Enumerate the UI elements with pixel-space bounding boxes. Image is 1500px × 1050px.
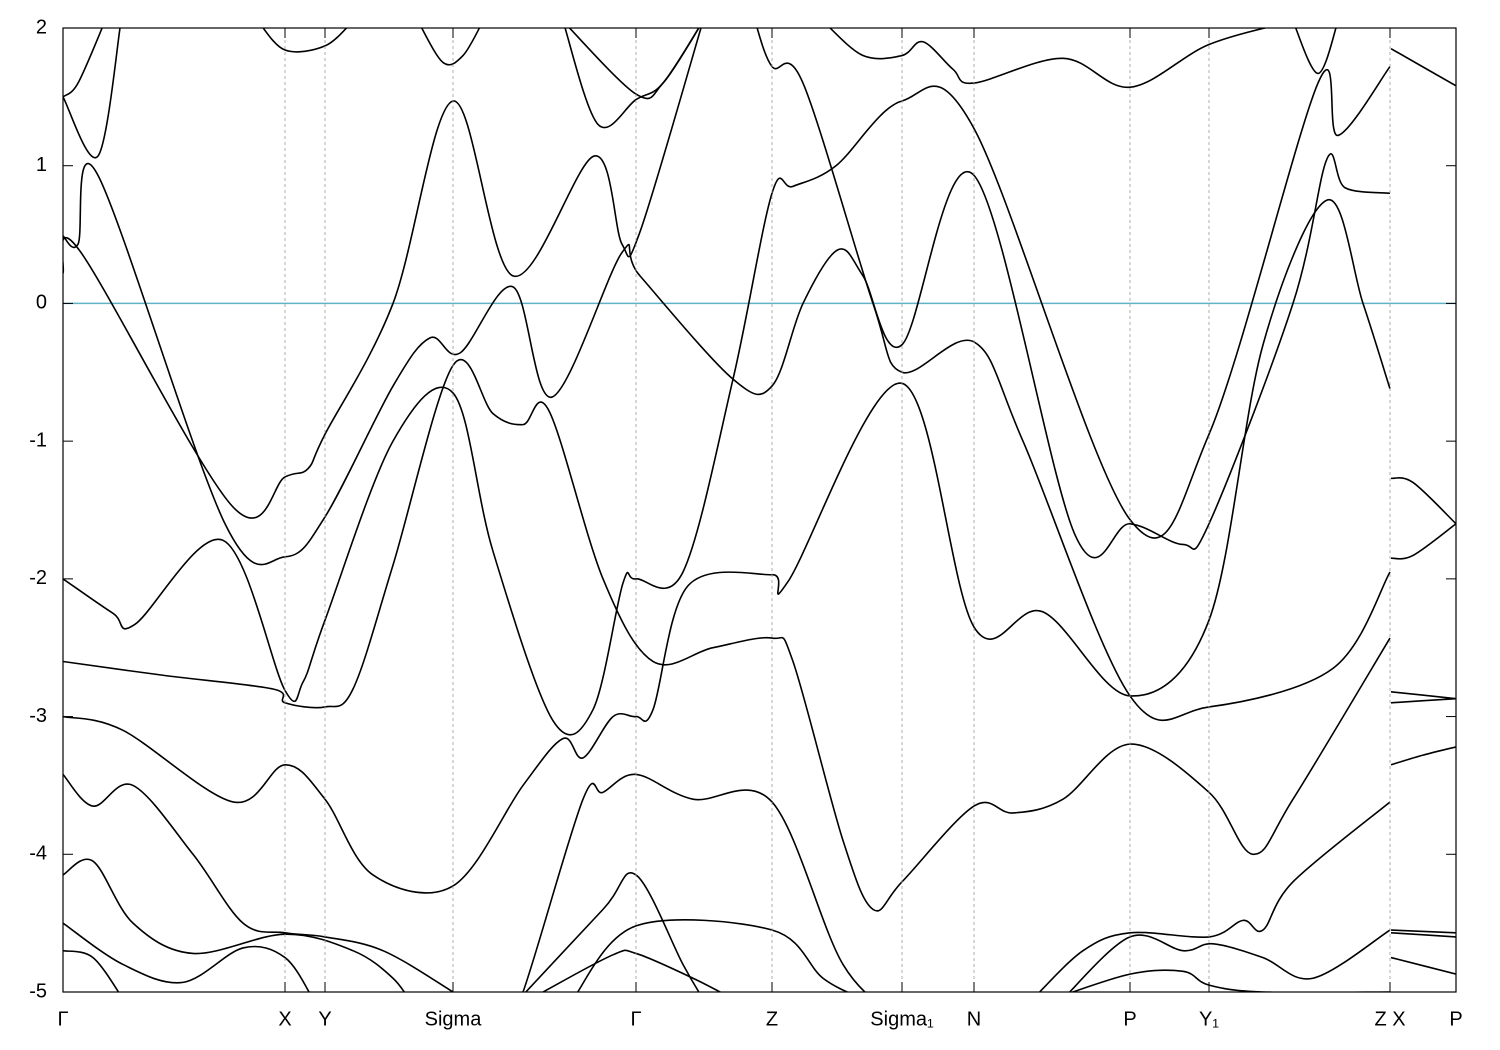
band-line bbox=[63, 28, 103, 98]
band-line bbox=[63, 858, 406, 992]
x-tick-label: Γ bbox=[630, 1008, 641, 1030]
band-line bbox=[1390, 746, 1456, 766]
x-tick-label: Sigma bbox=[425, 1008, 483, 1030]
band-line bbox=[63, 66, 1391, 736]
x-tick-label: X bbox=[278, 1008, 291, 1030]
band-line bbox=[420, 28, 481, 66]
band-line bbox=[1390, 477, 1456, 525]
band-line bbox=[1390, 690, 1456, 700]
band-line bbox=[1390, 931, 1456, 938]
x-tick-label: Y bbox=[318, 1008, 331, 1030]
x-tick-label: Z bbox=[766, 1008, 778, 1030]
y-tick-label: -2 bbox=[29, 567, 47, 589]
x-tick-label: P bbox=[1123, 1008, 1136, 1030]
band-line bbox=[63, 949, 120, 992]
band-line bbox=[1390, 929, 1456, 934]
band-line bbox=[63, 199, 1391, 894]
y-tick-label: -5 bbox=[29, 980, 47, 1002]
band-line bbox=[756, 28, 1391, 721]
x-tick-label: N bbox=[967, 1008, 981, 1030]
band-line bbox=[1070, 969, 1390, 992]
band-line bbox=[1038, 801, 1391, 992]
x-tick-label: Γ bbox=[57, 1008, 68, 1030]
band-line bbox=[63, 358, 1391, 912]
y-tick-label: -1 bbox=[29, 429, 47, 451]
band-line bbox=[1390, 47, 1456, 87]
x-tick-label: Sigma₁ bbox=[870, 1008, 934, 1030]
x-tick-label: Z X bbox=[1374, 1008, 1405, 1030]
band-line bbox=[1390, 523, 1456, 560]
plot-area bbox=[63, 28, 1456, 992]
band-line bbox=[63, 28, 702, 519]
band-line bbox=[828, 28, 1269, 89]
y-tick-label: 1 bbox=[36, 154, 47, 176]
y-tick-label: 2 bbox=[36, 16, 47, 38]
band-line bbox=[63, 28, 121, 159]
band-line bbox=[564, 28, 700, 129]
band-line bbox=[576, 919, 850, 992]
frame bbox=[62, 27, 1457, 993]
y-tick-label: 0 bbox=[36, 292, 47, 314]
band-line bbox=[63, 153, 1391, 566]
band-line bbox=[262, 28, 348, 53]
y-tick-label: -4 bbox=[29, 843, 47, 865]
x-tick-label: P bbox=[1449, 1008, 1462, 1030]
band-line bbox=[63, 922, 310, 992]
x-tick-label: Y₁ bbox=[1199, 1008, 1219, 1030]
band-line bbox=[1294, 28, 1337, 75]
band-line bbox=[63, 773, 455, 992]
band-line bbox=[522, 773, 867, 992]
band-line bbox=[568, 28, 700, 100]
band-line bbox=[1068, 929, 1391, 992]
band-line bbox=[1390, 956, 1456, 975]
y-tick-label: -3 bbox=[29, 705, 47, 727]
band-line bbox=[1390, 697, 1456, 704]
band-line bbox=[524, 872, 700, 992]
